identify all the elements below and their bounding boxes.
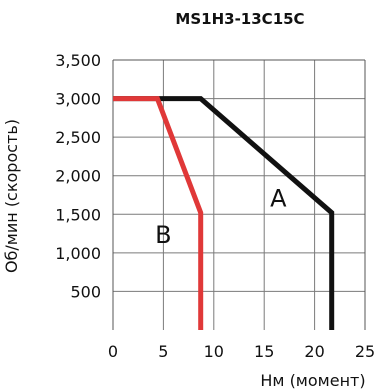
y-tick-label-1: 1,000	[55, 244, 101, 263]
annotation-b: B	[155, 221, 171, 249]
y-tick-label-5: 3,000	[55, 90, 101, 109]
x-tick-label-2: 10	[204, 342, 224, 361]
y-tick-labels: 500 1,000 1,500 2,000 2,500 3,000 3,500	[55, 51, 101, 301]
x-tick-label-3: 15	[254, 342, 274, 361]
y-tick-label-3: 2,000	[55, 167, 101, 186]
x-tick-labels: 0 5 10 15 20 25	[108, 342, 375, 361]
x-tick-label-0: 0	[108, 342, 118, 361]
x-tick-label-5: 25	[355, 342, 375, 361]
x-axis-label: Нм (момент)	[260, 371, 365, 390]
chart-title: MS1H3-13C15C	[175, 10, 304, 28]
y-tick-label-4: 2,500	[55, 128, 101, 147]
y-tick-label-0: 500	[70, 282, 101, 301]
x-tick-label-1: 5	[158, 342, 168, 361]
y-axis-label: Об/мин (скорость)	[2, 119, 21, 273]
annotation-layer: AB	[155, 185, 287, 249]
y-tick-label-6: 3,500	[55, 51, 101, 70]
y-tick-label-2: 1,500	[55, 205, 101, 224]
x-tick-label-4: 20	[304, 342, 324, 361]
annotation-a: A	[270, 185, 287, 213]
